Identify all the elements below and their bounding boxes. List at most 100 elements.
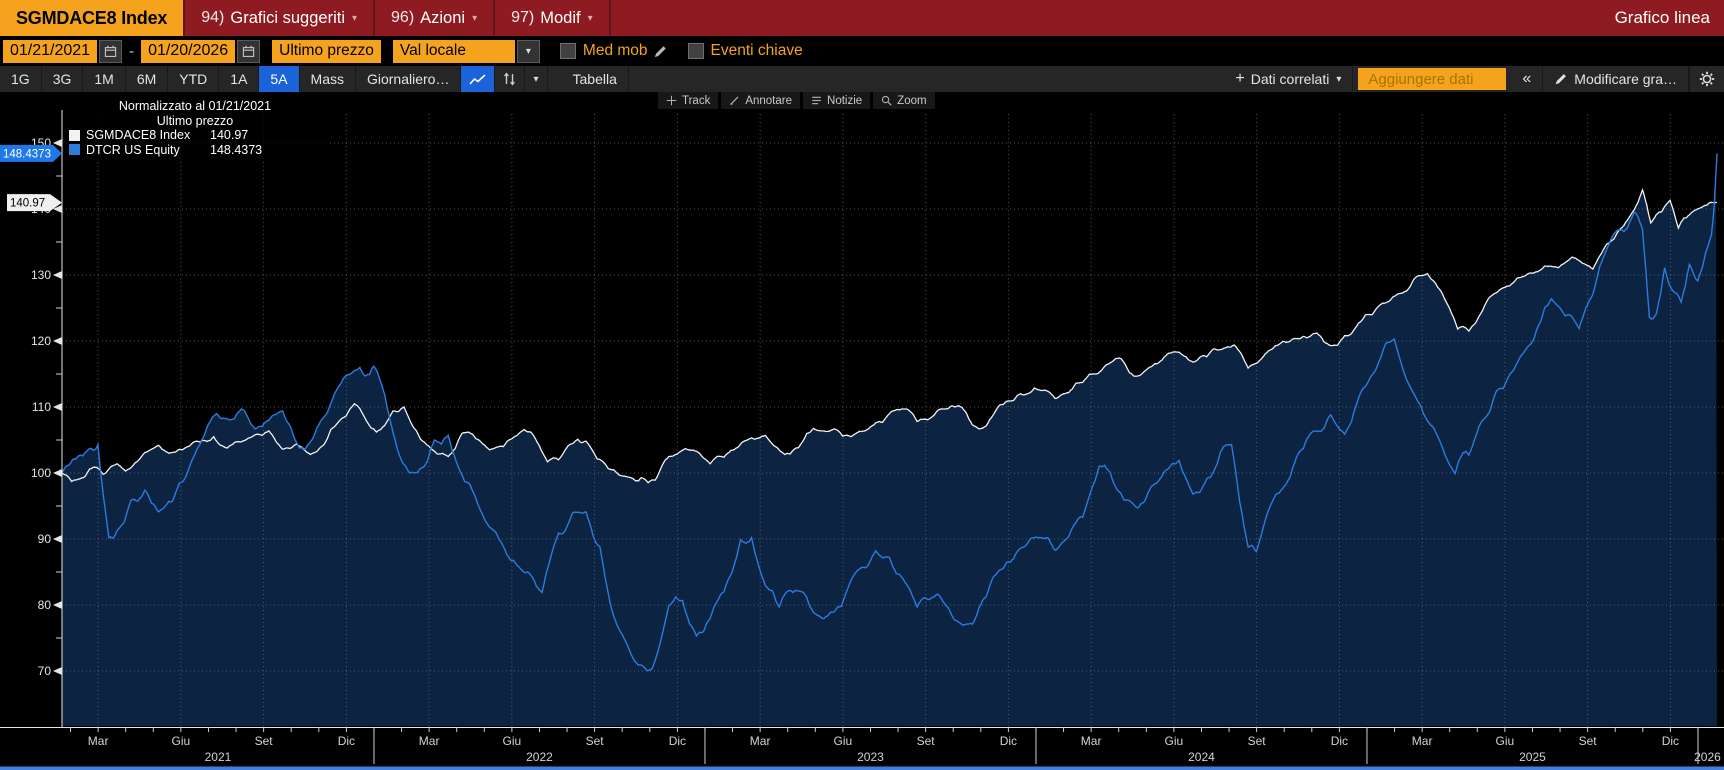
svg-text:70: 70 — [38, 664, 52, 678]
calendar-to-button[interactable] — [237, 39, 261, 63]
aggiungere-dati-input[interactable]: Aggiungere dati — [1358, 68, 1507, 90]
legend-row-dtcr[interactable]: DTCR US Equity 148.4373 — [69, 143, 321, 158]
svg-text:90: 90 — [38, 532, 52, 546]
legend-row-sgmdace8[interactable]: SGMDACE8 Index 140.97 — [69, 128, 321, 143]
range-5a-button[interactable]: 5A — [259, 66, 300, 92]
series-swatch — [69, 144, 80, 156]
med-mob-label: Med mob — [582, 42, 648, 59]
page-title: Grafico linea — [1614, 8, 1710, 27]
svg-text:Giu: Giu — [1496, 734, 1515, 748]
news-label: Notizie — [827, 94, 863, 107]
range-3g-button[interactable]: 3G — [42, 66, 84, 92]
svg-text:2021: 2021 — [205, 750, 232, 764]
menu-label: Azioni — [420, 8, 466, 27]
chart-tool-strip: Track Annotare Notizie Zoom — [658, 92, 935, 109]
legend-title: Normalizzato al 01/21/2021 — [118, 99, 272, 113]
menu-number: 97) — [511, 9, 535, 26]
date-from-field[interactable]: 01/21/2021 — [3, 39, 98, 63]
line-chart-type-button[interactable] — [461, 66, 496, 92]
chevron-down-icon: ▾ — [533, 73, 539, 85]
annotate-label: Annotare — [745, 94, 793, 107]
track-button[interactable]: Track — [658, 92, 719, 109]
price-type-field[interactable]: Ultimo prezzo — [272, 39, 381, 63]
news-list-icon — [812, 96, 821, 105]
crosshair-icon — [666, 95, 677, 106]
svg-text:148.4373: 148.4373 — [3, 148, 51, 160]
currency-dropdown-button[interactable]: ▾ — [516, 39, 540, 63]
zoom-button[interactable]: Zoom — [873, 92, 935, 109]
svg-text:Mar: Mar — [1081, 734, 1102, 748]
menu-grafici-suggeriti[interactable]: 94) Grafici suggeriti ▾ — [183, 0, 376, 36]
menu-label: Grafici suggeriti — [230, 8, 345, 27]
modify-chart-label: Modificare gra… — [1574, 71, 1677, 87]
menu-number: 94) — [201, 9, 225, 26]
chart-toolbar: 1G 3G 1M 6M YTD 1A 5A Mass Giornaliero… … — [0, 66, 1724, 92]
series-swatch — [69, 129, 80, 141]
line-chart-icon — [469, 73, 487, 85]
svg-text:Mar: Mar — [750, 734, 771, 748]
eventi-chiave-checkbox[interactable] — [687, 43, 704, 59]
range-1m-button[interactable]: 1M — [83, 66, 126, 92]
date-to-field[interactable]: 01/20/2026 — [141, 39, 236, 63]
menu-number: 96) — [391, 9, 415, 26]
svg-text:2025: 2025 — [1519, 750, 1546, 764]
zoom-label: Zoom — [897, 94, 927, 107]
chevron-down-icon: ▾ — [525, 45, 531, 57]
chevron-down-icon: ▾ — [587, 12, 593, 24]
series-name: DTCR US Equity — [86, 142, 180, 157]
svg-text:Giu: Giu — [172, 734, 191, 748]
calendar-from-button[interactable] — [99, 39, 123, 63]
max-range-button[interactable]: Mass — [300, 66, 356, 92]
svg-text:2023: 2023 — [857, 750, 884, 764]
chart-type-dropdown[interactable]: ▾ — [525, 66, 548, 92]
svg-text:2024: 2024 — [1188, 750, 1215, 764]
range-ytd-button[interactable]: YTD — [168, 66, 220, 92]
svg-text:120: 120 — [31, 334, 51, 348]
axis-settings-icon — [504, 72, 516, 86]
med-mob-checkbox[interactable] — [559, 43, 576, 59]
svg-text:2022: 2022 — [526, 750, 553, 764]
range-1a-button[interactable]: 1A — [219, 66, 260, 92]
menu-azioni[interactable]: 96) Azioni ▾ — [375, 0, 496, 36]
news-button[interactable]: Notizie — [803, 92, 871, 109]
plus-icon: + — [1235, 70, 1245, 87]
range-6m-button[interactable]: 6M — [126, 66, 169, 92]
settings-gear-icon — [1699, 71, 1715, 87]
chart-legend: Normalizzato al 01/21/2021 Ultimo prezzo… — [63, 96, 327, 161]
chart-controls-row: 01/21/2021 - 01/20/2026 Ultimo prezzo Va… — [0, 36, 1724, 66]
settings-button[interactable] — [1689, 66, 1724, 92]
svg-text:Set: Set — [1579, 734, 1598, 748]
calendar-icon — [242, 45, 255, 57]
range-1g-button[interactable]: 1G — [0, 66, 42, 92]
ticker-field[interactable]: SGMDACE8 Index — [0, 0, 184, 36]
annotate-button[interactable]: Annotare — [721, 92, 801, 109]
svg-text:Dic: Dic — [1331, 734, 1348, 748]
svg-text:2026: 2026 — [1694, 750, 1721, 764]
series-last-value: 140.97 — [210, 128, 249, 142]
svg-text:Mar: Mar — [88, 734, 109, 748]
pencil-icon[interactable] — [653, 44, 668, 59]
svg-text:Set: Set — [586, 734, 605, 748]
date-range-separator: - — [129, 42, 135, 60]
chevron-down-icon: ▾ — [1336, 73, 1342, 85]
toolbar-spacer — [629, 66, 1225, 92]
annotate-pencil-icon — [730, 96, 739, 105]
title-bar: SGMDACE8 Index 94) Grafici suggeriti ▾ 9… — [0, 0, 1724, 36]
dati-correlati-label: Dati correlati — [1250, 71, 1330, 87]
menu-modif[interactable]: 97) Modif ▾ — [495, 0, 611, 36]
modify-chart-button[interactable]: Modificare gra… — [1543, 66, 1689, 92]
svg-text:Giu: Giu — [1165, 734, 1184, 748]
dati-correlati-button[interactable]: + Dati correlati ▾ — [1224, 66, 1354, 92]
collapse-panel-button[interactable]: « — [1511, 66, 1544, 92]
table-view-button[interactable]: Tabella — [562, 66, 629, 92]
svg-text:140.97: 140.97 — [10, 198, 45, 210]
svg-text:Mar: Mar — [419, 734, 440, 748]
axis-settings-button[interactable] — [495, 66, 526, 92]
period-select[interactable]: Giornaliero… — [356, 66, 462, 92]
currency-select[interactable]: Val locale — [392, 39, 515, 63]
svg-text:Set: Set — [1248, 734, 1267, 748]
chevron-down-icon: ▾ — [472, 12, 478, 24]
chevron-down-icon: ▾ — [351, 12, 358, 24]
series-name: SGMDACE8 Index — [86, 128, 191, 142]
